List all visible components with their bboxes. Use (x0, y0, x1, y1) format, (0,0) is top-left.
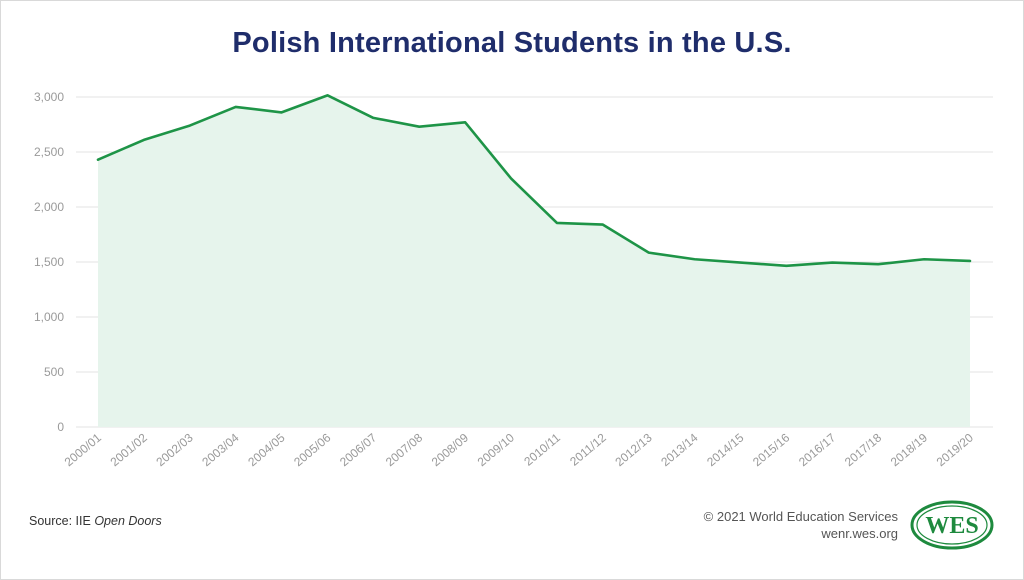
y-tick-label: 3,000 (34, 90, 64, 104)
y-tick-label: 2,000 (34, 200, 64, 214)
x-tick-label: 2005/06 (291, 430, 333, 469)
x-tick-label: 2012/13 (612, 430, 654, 469)
data-point (508, 175, 514, 181)
y-tick-label: 1,500 (34, 255, 64, 269)
area-layer (98, 95, 970, 427)
data-point (462, 119, 468, 125)
data-point (370, 115, 376, 121)
x-tick-label: 2010/11 (521, 430, 563, 468)
data-point (738, 260, 744, 266)
x-tick-label: 2017/18 (842, 430, 884, 469)
x-tick-label: 2019/20 (934, 430, 976, 469)
x-axis-ticks: 2000/01 2001/02 2002/03 2003/04 2004/05 2005/… (62, 430, 976, 469)
y-tick-label: 0 (57, 420, 64, 434)
data-point (324, 92, 330, 98)
data-point (95, 157, 101, 163)
data-point (187, 123, 193, 129)
data-point (783, 263, 789, 269)
data-point (875, 261, 881, 267)
website-link[interactable]: wenr.wes.org (821, 526, 898, 541)
chart-title: Polish International Students in the U.S… (232, 27, 792, 59)
series-line (96, 94, 972, 268)
y-tick-label: 2,500 (34, 145, 64, 159)
data-point (233, 104, 239, 110)
x-tick-label: 2008/09 (429, 430, 471, 469)
y-tick-label: 1,000 (34, 310, 64, 324)
x-tick-label: 2009/10 (475, 430, 517, 469)
x-tick-label: 2006/07 (337, 430, 379, 469)
x-tick-label: 2003/04 (199, 430, 241, 469)
data-point (141, 137, 147, 143)
data-point (921, 256, 927, 262)
x-tick-label: 2016/17 (796, 430, 838, 469)
x-tick-label: 2001/02 (108, 430, 150, 469)
x-tick-label: 2014/15 (704, 430, 746, 469)
data-point (416, 124, 422, 130)
logo-inner-ring (916, 505, 988, 545)
y-tick-label: 500 (44, 365, 64, 379)
copyright-block: © 2021 World Education Services wenr.wes… (704, 508, 898, 542)
source-prefix: Source: IIE (29, 514, 95, 528)
data-point (554, 220, 560, 226)
wes-logo: WES (910, 500, 994, 550)
data-point (600, 222, 606, 228)
logo-text: WES (925, 513, 978, 539)
area-fill (98, 95, 970, 427)
data-point (967, 258, 973, 264)
x-tick-label: 2013/14 (658, 430, 700, 469)
data-point (279, 109, 285, 115)
x-tick-label: 2015/16 (750, 430, 792, 469)
copyright-text: © 2021 World Education Services (703, 509, 898, 524)
logo-outer-ring (910, 500, 994, 550)
data-point (829, 260, 835, 266)
x-tick-label: 2000/01 (62, 430, 104, 469)
x-tick-label: 2007/08 (383, 430, 425, 469)
x-tick-label: 2018/19 (888, 430, 930, 469)
source-title: Open Doors (94, 514, 162, 528)
source-note: Source: IIE Open Doors (29, 514, 162, 528)
data-point (692, 256, 698, 262)
x-tick-label: 2004/05 (245, 430, 287, 469)
data-point (646, 250, 652, 256)
y-axis-ticks: 0 500 1,000 1,500 2,000 2,500 3,000 (34, 90, 64, 434)
x-tick-label: 2002/03 (153, 430, 195, 469)
line-layer (95, 92, 973, 269)
x-tick-label: 2011/12 (567, 430, 609, 468)
